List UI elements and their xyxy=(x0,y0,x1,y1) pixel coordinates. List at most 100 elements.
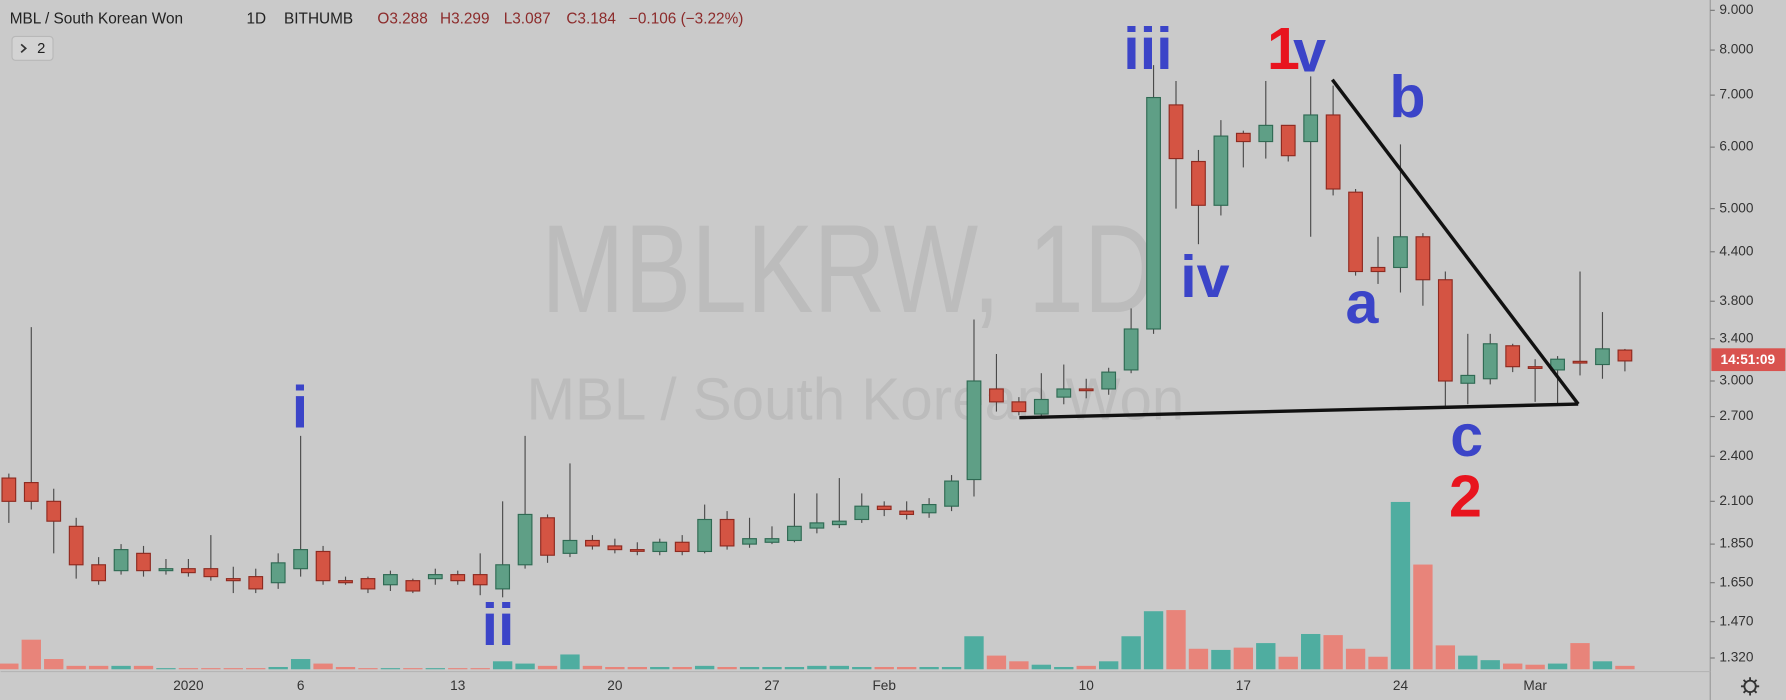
candle-body xyxy=(1146,96,1161,330)
volume-bar xyxy=(492,661,513,670)
candle-body xyxy=(1572,360,1588,364)
candle-body xyxy=(585,539,600,547)
volume-bar xyxy=(874,666,894,670)
candle-body xyxy=(1258,124,1274,143)
candle-body xyxy=(562,539,578,554)
y-tick-label: 2.700 xyxy=(1719,408,1754,423)
wave-label: ii xyxy=(482,591,515,658)
volume-bar xyxy=(919,666,939,670)
y-tick-label: 2.400 xyxy=(1719,448,1754,463)
watermark: MBLKRW, 1D xyxy=(541,199,1156,339)
candle-body xyxy=(1078,388,1094,392)
candle-body xyxy=(1370,266,1386,273)
wave-label: i xyxy=(292,374,308,441)
candle-body xyxy=(1595,348,1610,366)
candle-body xyxy=(1123,328,1139,371)
wave-label: 2 xyxy=(1449,462,1482,529)
volume-bar xyxy=(21,639,41,670)
candle-body xyxy=(495,564,511,590)
candle-body xyxy=(607,545,623,551)
y-tick-label: 1.470 xyxy=(1719,613,1754,628)
y-tick-label: 4.400 xyxy=(1719,243,1754,258)
trend-line xyxy=(1019,402,1579,420)
volume-bar xyxy=(290,659,311,670)
chevron-icon xyxy=(20,43,27,54)
volume-bar xyxy=(986,655,1007,670)
candle-body xyxy=(1460,374,1476,384)
volume-bar xyxy=(605,666,625,670)
candle-body xyxy=(1303,114,1319,143)
wave-label: b xyxy=(1389,63,1425,130)
volume-bar xyxy=(0,663,19,670)
volume-bar xyxy=(784,666,805,670)
x-tick-label: Mar xyxy=(1523,678,1547,693)
candle-body xyxy=(1325,114,1341,190)
volume-bar xyxy=(717,666,737,670)
wave-label: c xyxy=(1450,402,1483,469)
candle-body xyxy=(517,513,533,566)
volume-bar xyxy=(941,666,962,670)
volume-bar xyxy=(403,668,423,670)
volume-bar xyxy=(829,665,849,670)
y-tick-label: 3.400 xyxy=(1719,330,1754,345)
candle-body xyxy=(1213,135,1229,206)
candle-body xyxy=(248,576,264,590)
countdown-box xyxy=(1711,348,1786,372)
x-tick-label: 2020 xyxy=(173,678,204,693)
candle-body xyxy=(1033,398,1049,415)
candle-body xyxy=(831,520,847,526)
candle-body xyxy=(1280,124,1296,157)
volume-bar xyxy=(425,668,445,670)
volume-bar xyxy=(672,666,692,670)
indicator-toggle[interactable]: 2 xyxy=(11,35,54,61)
candle-body xyxy=(921,503,937,514)
x-tick-label: 10 xyxy=(1079,678,1095,693)
candle-body xyxy=(136,552,151,572)
candle-body xyxy=(158,568,174,572)
volume-bar xyxy=(111,665,131,670)
candle-body xyxy=(1550,358,1565,371)
candle-body xyxy=(270,562,286,584)
candle-body xyxy=(1235,132,1251,143)
candle-body xyxy=(1168,104,1184,160)
volume-bar xyxy=(1233,647,1254,670)
x-tick-label: 17 xyxy=(1236,678,1251,693)
volume-bar xyxy=(1615,665,1635,670)
candle-body xyxy=(181,568,196,574)
x-tick-label: 24 xyxy=(1393,678,1409,693)
candle-body xyxy=(876,505,892,511)
y-tick-label: 7.000 xyxy=(1719,87,1754,102)
ohlc-high: H3.299 xyxy=(440,10,490,27)
volume-bar xyxy=(1054,666,1074,670)
volume-bar xyxy=(560,654,580,670)
x-tick-label: 27 xyxy=(764,678,779,693)
volume-bar xyxy=(1009,661,1029,670)
candle-body xyxy=(742,538,757,545)
volume-bar xyxy=(1256,643,1276,670)
candle-body xyxy=(383,574,398,586)
candle-body xyxy=(966,380,982,481)
volume-bar xyxy=(178,668,199,670)
volume-bar xyxy=(133,665,154,670)
toggle-button[interactable] xyxy=(11,35,54,61)
volume-bar xyxy=(313,663,333,670)
volume-bar xyxy=(1503,663,1523,670)
volume-bar xyxy=(1592,661,1613,670)
candle-body xyxy=(1505,345,1521,368)
volume-bar xyxy=(896,666,917,670)
volume-bar xyxy=(1547,663,1568,670)
candle-body xyxy=(1348,191,1363,273)
volume-bar xyxy=(627,666,647,670)
volume-bar xyxy=(1166,610,1186,670)
candle-body xyxy=(360,578,376,590)
settings-icon[interactable] xyxy=(1740,677,1760,696)
candle-body xyxy=(1393,236,1408,269)
candle-body xyxy=(113,549,129,572)
candle-body xyxy=(23,482,39,502)
trend-line xyxy=(1330,78,1580,406)
candle-body xyxy=(989,388,1004,403)
volume-bar xyxy=(1413,564,1433,670)
x-tick-label: 6 xyxy=(297,678,305,693)
change: −0.106 (−3.22%) xyxy=(629,10,743,27)
candle-body xyxy=(450,574,466,582)
